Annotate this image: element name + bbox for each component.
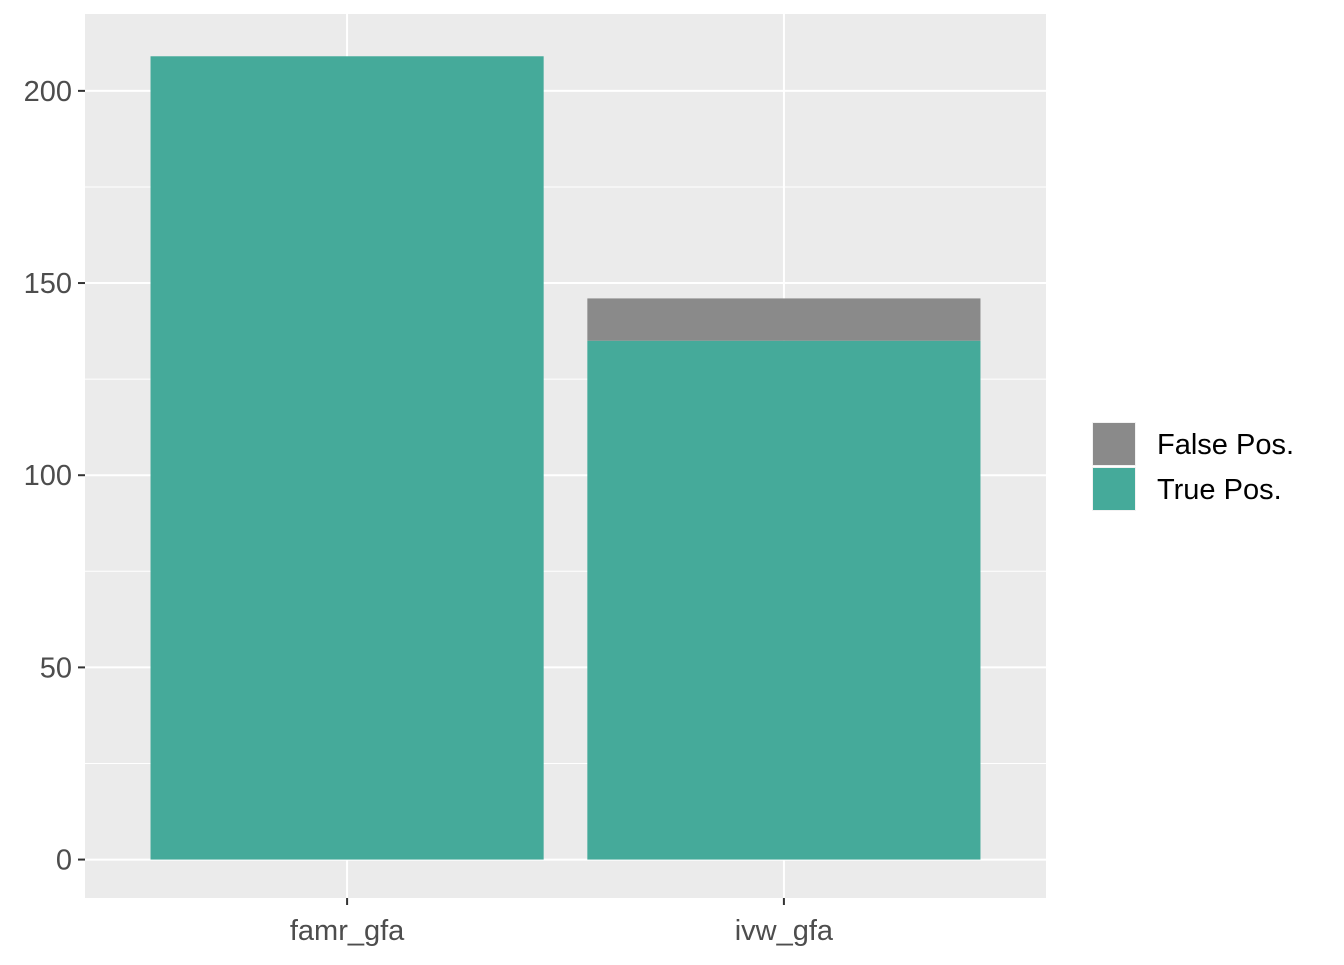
y-tick-label: 50	[40, 652, 72, 684]
axes: 0 50 100 150 200 famr_gfa ivw_gfa	[24, 76, 834, 947]
x-tick-label: famr_gfa	[290, 915, 405, 947]
legend-swatch	[1093, 468, 1135, 510]
x-tick-label: ivw_gfa	[735, 915, 834, 947]
y-tick-label: 100	[24, 460, 72, 492]
legend-swatch	[1093, 423, 1135, 465]
bar-ivw-gfa-true-pos	[587, 340, 981, 860]
bars	[150, 56, 981, 860]
y-tick-label: 200	[24, 76, 72, 108]
y-tick-label: 150	[24, 268, 72, 300]
legend-label: False Pos.	[1157, 429, 1294, 461]
bar-famr-gfa-true-pos	[150, 56, 544, 860]
legend-label: True Pos.	[1157, 474, 1282, 506]
y-tick-label: 0	[56, 845, 72, 877]
bar-ivw-gfa-false-pos	[587, 298, 981, 341]
legend: False Pos. True Pos.	[1092, 422, 1294, 511]
